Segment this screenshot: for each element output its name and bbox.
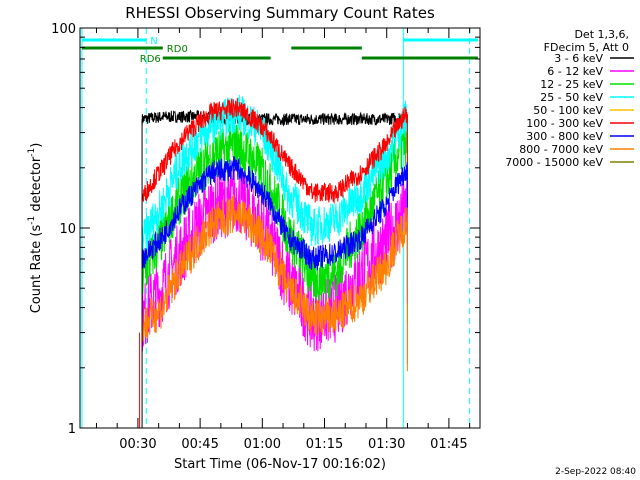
y-axis-label-sup: -1 — [27, 148, 37, 157]
y-tick-label: 100 — [51, 22, 76, 37]
y-tick-label: 1 — [68, 422, 76, 437]
legend-label: 7000 - 15000 keV — [505, 156, 603, 169]
x-axis-label: Start Time (06-Nov-17 00:16:02) — [174, 457, 386, 472]
x-tick-label: 01:45 — [430, 437, 467, 452]
annotation-label: N — [150, 36, 157, 47]
chart-title: RHESSI Observing Summary Count Rates — [125, 4, 435, 22]
annotation-label: RD6 — [140, 54, 161, 65]
legend-label: 6 - 12 keV — [547, 65, 603, 78]
x-tick-label: 00:45 — [181, 437, 218, 452]
footer-timestamp: 2-Sep-2022 08:40 — [555, 467, 636, 477]
y-tick-label: 10 — [59, 222, 76, 237]
legend-header: FDecim 5, Att 0 — [544, 41, 629, 54]
legend-label: 300 - 800 keV — [526, 130, 603, 143]
y-axis-label-part: ) — [29, 143, 44, 148]
legend-label: 3 - 6 keV — [554, 52, 603, 65]
series-line — [141, 120, 408, 325]
legend-header: Det 1,3,6, — [574, 28, 629, 41]
plot-area: N RD0 RD6 — [81, 28, 478, 428]
legend-label: 12 - 25 keV — [540, 78, 603, 91]
y-axis-label-part: detector — [29, 156, 44, 216]
series-line — [141, 156, 408, 304]
x-tick-label: 01:00 — [244, 437, 281, 452]
x-tick-label: 00:30 — [119, 437, 156, 452]
legend-label: 100 - 300 keV — [526, 117, 603, 130]
x-tick-label: 01:15 — [306, 437, 343, 452]
series-line — [141, 94, 408, 287]
legend-label: 800 - 7000 keV — [519, 143, 603, 156]
series-line — [141, 109, 408, 164]
axes: 1 10 100 00:30 00:45 01:00 01:15 01:30 01:45 — [51, 22, 480, 452]
series-line — [141, 97, 408, 244]
series-line — [141, 194, 408, 372]
x-tick-label: 01:30 — [368, 437, 405, 452]
y-axis-label-sup: -1 — [27, 216, 37, 225]
y-axis-label-part: Count Rate (s — [29, 225, 44, 314]
legend-label: 50 - 100 keV — [533, 104, 603, 117]
legend-label: 25 - 50 keV — [540, 91, 603, 104]
y-axis-label: Count Rate (s-1 detector-1) — [27, 143, 44, 314]
annotation-label: RD0 — [167, 44, 188, 55]
